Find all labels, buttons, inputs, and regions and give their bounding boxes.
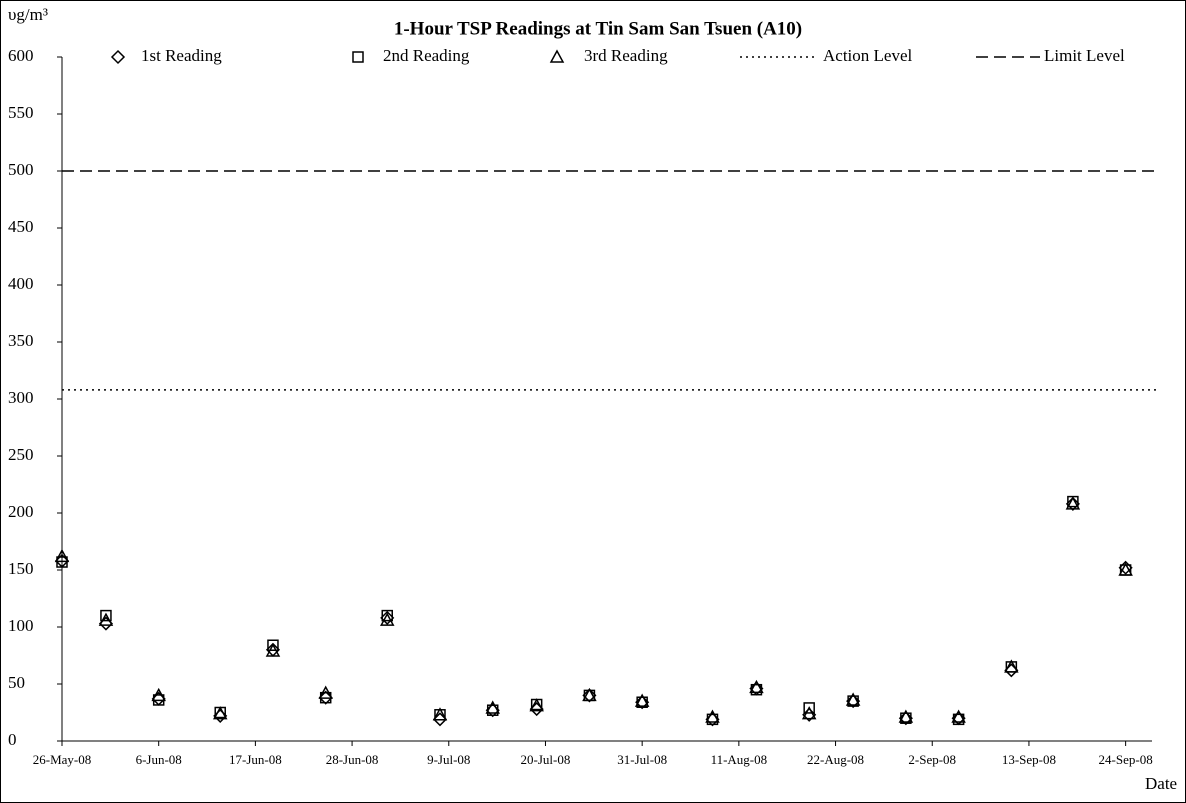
- legend-marker: [110, 49, 126, 65]
- data-point: [379, 612, 395, 626]
- data-point: [100, 609, 112, 622]
- data-point: [635, 695, 650, 710]
- y-tick-label: 150: [8, 559, 34, 578]
- y-tick-label: 0: [8, 730, 17, 749]
- data-point: [98, 612, 114, 626]
- x-tick-label: 11-Aug-08: [711, 752, 768, 767]
- data-point: [705, 709, 720, 723]
- x-tick-label: 22-Aug-08: [807, 752, 864, 767]
- data-point: [1118, 562, 1133, 576]
- y-tick-label: 600: [8, 46, 34, 65]
- y-tick-label: 450: [8, 217, 34, 236]
- legend-marker: [352, 51, 364, 63]
- x-tick-label: 20-Jul-08: [521, 752, 571, 767]
- y-tick-label: 100: [8, 616, 34, 635]
- y-tick-label: 550: [8, 103, 34, 122]
- data-point: [634, 693, 650, 707]
- y-tick-label: 500: [8, 160, 34, 179]
- data-point: [432, 707, 448, 721]
- x-tick-label: 13-Sep-08: [1002, 752, 1056, 767]
- legend-label: 2nd Reading: [383, 46, 470, 65]
- legend-label: Limit Level: [1044, 46, 1125, 65]
- data-point: [1004, 659, 1019, 673]
- y-axis-label: υg/m³: [8, 5, 48, 24]
- x-tick-label: 31-Jul-08: [617, 752, 667, 767]
- data-point: [801, 706, 817, 720]
- legend-label: 1st Reading: [141, 46, 222, 65]
- y-tick-label: 400: [8, 274, 34, 293]
- data-point: [898, 711, 913, 726]
- data-point: [151, 687, 166, 702]
- data-point: [318, 685, 333, 699]
- x-tick-label: 17-Jun-08: [229, 752, 282, 767]
- data-point: [803, 702, 815, 714]
- data-point: [529, 698, 544, 712]
- legend-label: Action Level: [823, 46, 912, 65]
- data-point: [847, 695, 859, 707]
- y-tick-label: 50: [8, 673, 25, 692]
- x-tick-label: 9-Jul-08: [427, 752, 470, 767]
- data-point: [900, 712, 912, 724]
- data-point: [845, 692, 861, 706]
- data-point: [582, 687, 597, 702]
- y-tick-label: 350: [8, 331, 34, 350]
- x-tick-label: 24-Sep-08: [1099, 752, 1153, 767]
- data-point: [1065, 496, 1080, 511]
- x-tick-label: 26-May-08: [33, 752, 92, 767]
- data-point: [54, 548, 70, 563]
- y-tick-label: 300: [8, 388, 34, 407]
- data-point: [898, 709, 914, 723]
- data-point: [380, 610, 395, 625]
- x-tick-label: 2-Sep-08: [908, 752, 956, 767]
- x-tick-label: 6-Jun-08: [136, 752, 182, 767]
- data-point: [636, 696, 648, 708]
- legend-label: 3rd Reading: [584, 46, 668, 65]
- data-point: [212, 706, 228, 720]
- data-point: [381, 609, 393, 622]
- data-point: [1065, 496, 1081, 510]
- data-point: [846, 694, 861, 709]
- data-point: [265, 643, 281, 657]
- data-point: [485, 700, 500, 714]
- chart-title: 1-Hour TSP Readings at Tin Sam San Tsuen…: [394, 18, 802, 39]
- legend-marker: [549, 49, 565, 63]
- x-axis-label: Date: [1145, 774, 1177, 793]
- data-point: [267, 639, 279, 651]
- y-tick-label: 250: [8, 445, 34, 464]
- data-point: [582, 688, 597, 703]
- x-tick-label: 28-Jun-08: [326, 752, 379, 767]
- data-point: [951, 709, 966, 723]
- y-tick-label: 200: [8, 502, 34, 521]
- data-point: [749, 679, 764, 694]
